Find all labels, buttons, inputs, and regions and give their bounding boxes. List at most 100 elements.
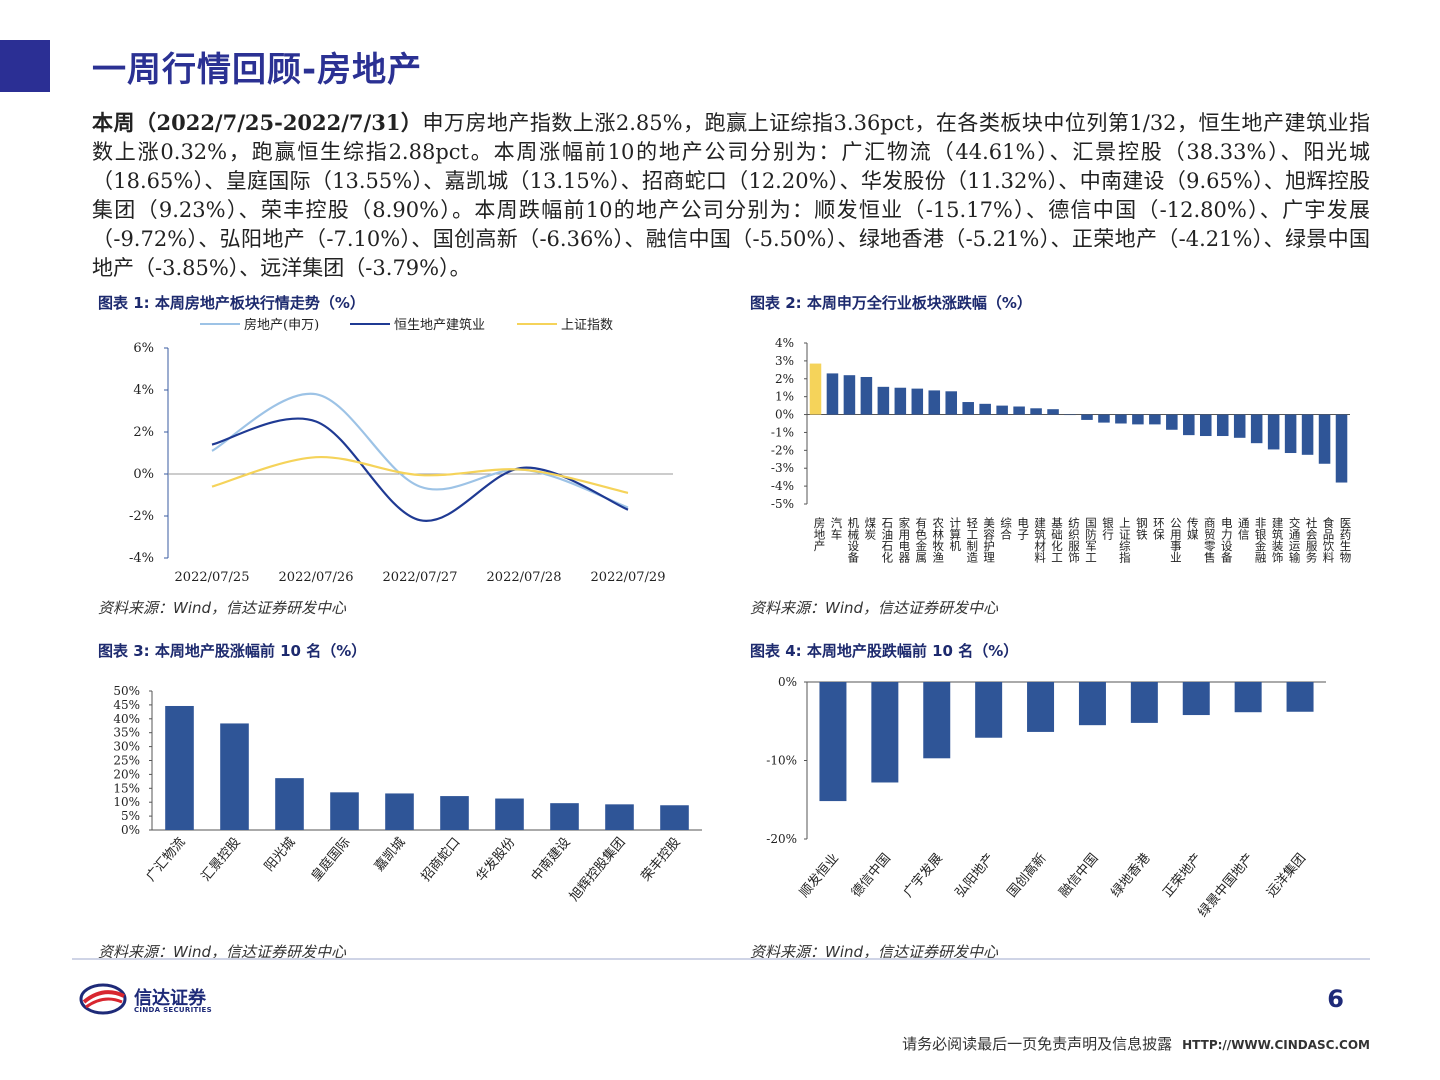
bar-农林牧渔 (928, 390, 941, 415)
bar-建筑装饰 (1267, 414, 1280, 450)
bar-招商蛇口 (440, 796, 469, 830)
bar-美容护理 (979, 403, 991, 415)
y-tick-label: 50% (113, 684, 140, 698)
bar-公用事业 (1166, 414, 1178, 430)
footer-divider (72, 958, 1370, 960)
y-tick-label: -5% (771, 497, 794, 511)
corner-accent-block (0, 40, 50, 92)
bar-轻工制造 (962, 402, 974, 415)
x-category-label: 石油石化 (880, 517, 894, 564)
x-category-label: 银行 (1101, 516, 1115, 541)
x-category-label: 融信中国 (1057, 851, 1102, 900)
bar-上证综指 (1115, 414, 1127, 424)
bar-食品饮料 (1318, 414, 1331, 464)
bar-家用电器 (894, 387, 907, 415)
y-tick-label: 5% (121, 809, 140, 823)
series-line-2 (211, 456, 629, 494)
summary-lead: 本周（2022/7/25-2022/7/31） (92, 110, 423, 135)
y-tick-label: 6% (133, 341, 154, 356)
bar-德信中国 (871, 682, 899, 783)
y-tick-label: -20% (766, 832, 797, 846)
bar-综合 (996, 405, 1008, 415)
x-category-label: 荣丰控股 (639, 835, 684, 884)
x-category-label: 华发股份 (473, 834, 519, 884)
x-category-label: 交通运输 (1288, 516, 1302, 564)
x-category-label: 社会服务 (1305, 516, 1319, 563)
y-tick-label: 4% (775, 336, 794, 350)
bar-阳光城 (275, 778, 304, 830)
page-number: 6 (1327, 985, 1344, 1013)
fig1-line-chart: 房地产(申万) 恒生地产建筑业 上证指数 -4% -2% 0% 2% 4% 6% 2022/07/… (129, 317, 673, 585)
x-category-label: 美容护理 (982, 516, 996, 563)
bar-远洋集团 (1286, 682, 1314, 712)
bar-钢铁 (1132, 414, 1144, 425)
bar-交通运输 (1284, 414, 1297, 454)
bar-基础化工 (1047, 409, 1059, 415)
y-tick-label: 4% (133, 383, 154, 398)
fig1-source: 资料来源：Wind，信达证券研发中心 (98, 599, 347, 617)
fig2-bar-chart: -5% -4% -3% -2% -1% 0% 1% 2% 3% 4% 房地产 汽车 机械设备 煤炭 石油石化… (771, 336, 1353, 564)
bar-房地产 (809, 363, 822, 415)
bar-计算机 (945, 391, 958, 415)
x-category-label: 煤炭 (863, 517, 877, 541)
x-category-label: 招商蛇口 (419, 835, 464, 884)
bar-电子 (1013, 406, 1025, 415)
x-category-label: 国防军工 (1084, 517, 1098, 563)
y-tick-label: 10% (113, 795, 140, 809)
bar-广宇发展 (923, 682, 951, 759)
x-tick-label: 2022/07/25 (175, 570, 250, 585)
website-link[interactable]: HTTP://WWW.CINDASC.COM (1182, 1038, 1370, 1052)
x-category-label: 阳光城 (262, 835, 299, 875)
logo-text-cn: 信达证券 (134, 988, 206, 1009)
y-tick-label: -4% (129, 551, 154, 566)
bar-皇庭国际 (330, 792, 359, 830)
bar-煤炭 (860, 376, 873, 415)
x-category-label: 基础化工 (1050, 517, 1064, 563)
bar-机械设备 (843, 375, 856, 415)
bar-汇景控股 (220, 723, 249, 830)
summary-body: 申万房地产指数上涨2.85%，跑赢上证综指3.36pct，在各类板块中位列第1/… (92, 111, 1370, 280)
fig1-title: 图表 1: 本周房地产板块行情走势（%） (98, 294, 365, 312)
x-category-label: 建筑装饰 (1271, 516, 1285, 563)
y-tick-label: 25% (113, 754, 140, 768)
x-category-label: 汇景控股 (199, 835, 244, 884)
y-tick-label: 2% (775, 372, 794, 386)
bar-正荣地产 (1182, 682, 1210, 716)
x-category-label: 传媒 (1186, 516, 1200, 541)
y-tick-label: 20% (113, 767, 140, 781)
bar-通信 (1233, 414, 1246, 438)
y-tick-label: 45% (113, 698, 140, 712)
y-tick-label: 0% (133, 467, 154, 482)
x-category-label: 汽车 (829, 516, 843, 541)
bar-广汇物流 (165, 705, 194, 830)
x-category-label: 农林牧渔 (931, 516, 945, 564)
x-category-label: 国创高新 (1004, 850, 1050, 900)
x-category-label: 机械设备 (846, 516, 860, 564)
x-category-label: 有色金属 (914, 516, 928, 564)
bar-国创高新 (1027, 682, 1055, 732)
fig2-title: 图表 2: 本周申万全行业板块涨跌幅（%） (750, 294, 1032, 312)
x-category-label: 嘉凯城 (372, 835, 409, 875)
x-category-label: 家用电器 (897, 516, 911, 564)
x-category-label: 广汇物流 (144, 835, 189, 884)
x-category-label: 计算机 (948, 517, 962, 552)
x-category-label: 中南建设 (528, 834, 574, 884)
x-category-label: 远洋集团 (1263, 850, 1309, 900)
bar-社会服务 (1301, 414, 1314, 455)
y-tick-label: -1% (771, 425, 794, 439)
x-category-label: 建筑材料 (1033, 516, 1047, 564)
fig4-source: 资料来源：Wind，信达证券研发中心 (750, 943, 999, 961)
x-category-label: 上证综指 (1118, 517, 1132, 564)
y-tick-label: 0% (121, 823, 140, 837)
y-tick-label: 35% (113, 726, 140, 740)
series-line-0 (211, 392, 629, 509)
bar-建筑材料 (1030, 408, 1042, 415)
bar-绿景中国地产 (1234, 682, 1262, 713)
bar-环保 (1149, 414, 1161, 425)
x-category-label: 广宇发展 (900, 850, 946, 900)
x-category-label: 医药生物 (1339, 517, 1353, 563)
bar-汽车 (826, 373, 839, 415)
summary-paragraph: 本周（2022/7/25-2022/7/31）申万房地产指数上涨2.85%，跑赢… (92, 108, 1370, 283)
y-tick-label: 40% (113, 712, 140, 726)
x-category-label: 电力设备 (1220, 517, 1234, 564)
